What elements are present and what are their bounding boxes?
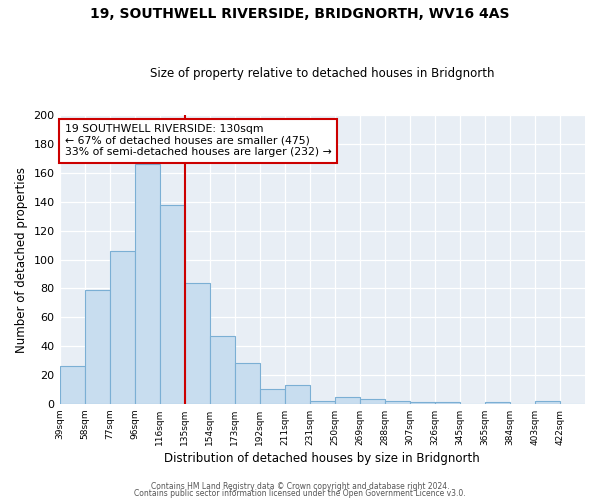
Bar	[335, 396, 360, 404]
Bar	[59, 366, 85, 404]
X-axis label: Distribution of detached houses by size in Bridgnorth: Distribution of detached houses by size …	[164, 452, 480, 465]
Text: Contains public sector information licensed under the Open Government Licence v3: Contains public sector information licen…	[134, 488, 466, 498]
Bar	[410, 402, 435, 404]
Bar	[134, 164, 160, 404]
Bar	[260, 390, 285, 404]
Text: 19, SOUTHWELL RIVERSIDE, BRIDGNORTH, WV16 4AS: 19, SOUTHWELL RIVERSIDE, BRIDGNORTH, WV1…	[90, 8, 510, 22]
Bar	[310, 401, 335, 404]
Title: Size of property relative to detached houses in Bridgnorth: Size of property relative to detached ho…	[150, 66, 494, 80]
Bar	[285, 385, 310, 404]
Bar	[485, 402, 510, 404]
Bar	[85, 290, 110, 404]
Bar	[535, 401, 560, 404]
Bar	[209, 336, 235, 404]
Bar	[235, 364, 260, 404]
Bar	[160, 205, 185, 404]
Y-axis label: Number of detached properties: Number of detached properties	[15, 166, 28, 352]
Bar	[110, 251, 134, 404]
Text: Contains HM Land Registry data © Crown copyright and database right 2024.: Contains HM Land Registry data © Crown c…	[151, 482, 449, 491]
Bar	[385, 401, 410, 404]
Text: 19 SOUTHWELL RIVERSIDE: 130sqm
← 67% of detached houses are smaller (475)
33% of: 19 SOUTHWELL RIVERSIDE: 130sqm ← 67% of …	[65, 124, 332, 157]
Bar	[360, 400, 385, 404]
Bar	[435, 402, 460, 404]
Bar	[185, 282, 209, 404]
